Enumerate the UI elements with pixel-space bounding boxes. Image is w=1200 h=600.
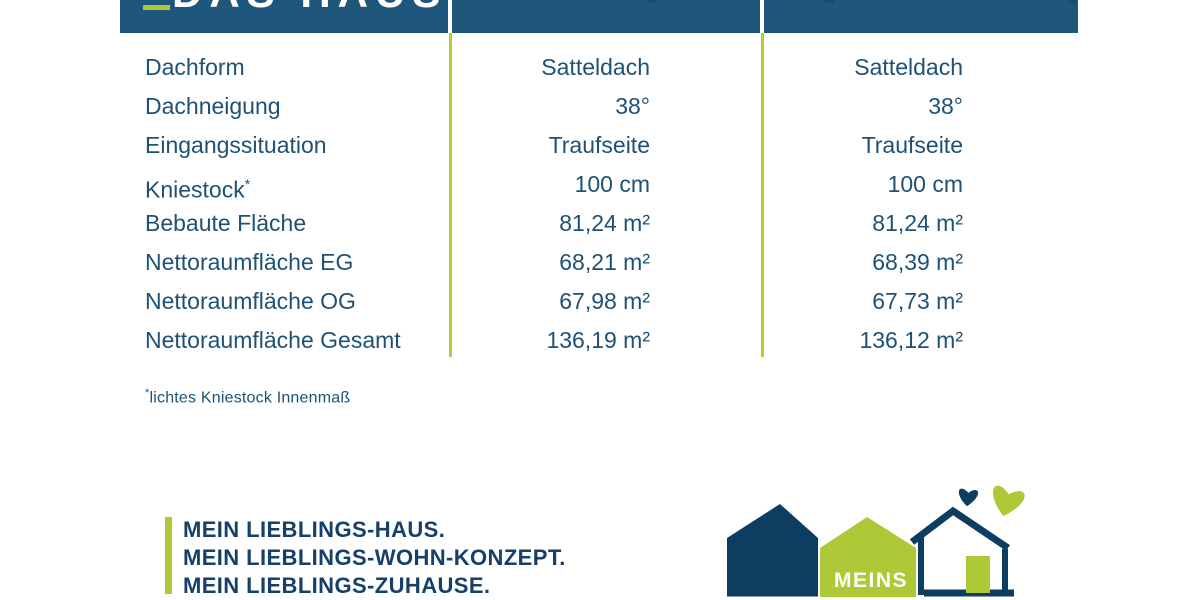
row-label: Nettoraumfläche EG bbox=[145, 249, 354, 275]
row-label: Eingangssituation bbox=[145, 132, 327, 158]
outline-house-roof-icon bbox=[909, 506, 1010, 551]
footnote-marker: * bbox=[244, 176, 251, 192]
row-value-house1: 38° bbox=[615, 93, 650, 119]
table-row: Nettoraumfläche Gesamt 136,19 m² 136,12 … bbox=[120, 321, 1078, 360]
column-header-remnant bbox=[647, 0, 656, 3]
row-label: Nettoraumfläche Gesamt bbox=[145, 327, 401, 353]
row-label: Dachneigung bbox=[145, 93, 281, 119]
spec-table: Dachform Satteldach Satteldach Dachneigu… bbox=[120, 48, 1078, 360]
row-value-house1: Traufseite bbox=[548, 132, 650, 158]
slogan: MEIN LIEBLINGS-HAUS. MEIN LIEBLINGS-WOHN… bbox=[183, 516, 566, 600]
row-value-house2: 81,24 m² bbox=[872, 210, 963, 236]
row-value-house2: 38° bbox=[928, 93, 963, 119]
meins-houses-logo: MEINS bbox=[727, 485, 1025, 597]
green-house-icon bbox=[820, 517, 916, 597]
table-row: Nettoraumfläche EG 68,21 m² 68,39 m² bbox=[120, 243, 1078, 282]
column-divider-line bbox=[449, 33, 452, 357]
row-value-house1: 68,21 m² bbox=[559, 249, 650, 275]
navy-house-icon bbox=[727, 504, 818, 597]
row-label-text: Kniestock bbox=[145, 176, 245, 203]
row-value-house1: 100 cm bbox=[574, 171, 650, 197]
table-row: Dachform Satteldach Satteldach bbox=[120, 48, 1078, 87]
table-row: Kniestock* 100 cm 100 cm bbox=[120, 165, 1078, 204]
slogan-accent-bar bbox=[165, 517, 172, 594]
column-header-remnant bbox=[825, 0, 834, 3]
green-heart-icon bbox=[993, 485, 1025, 517]
footnote: *lichtes Kniestock Innenmaß bbox=[145, 387, 350, 407]
row-value-house2: 136,12 m² bbox=[859, 327, 963, 353]
slogan-line: MEIN LIEBLINGS-ZUHAUSE. bbox=[183, 573, 491, 598]
row-label: Kniestock* bbox=[145, 165, 250, 210]
slogan-line: MEIN LIEBLINGS-HAUS. bbox=[183, 517, 446, 542]
footnote-marker: * bbox=[145, 387, 150, 399]
row-label: Bebaute Fläche bbox=[145, 210, 307, 236]
table-row: Dachneigung 38° 38° bbox=[120, 87, 1078, 126]
row-value-house2: Satteldach bbox=[854, 54, 963, 80]
row-value-house2: 68,39 m² bbox=[872, 249, 963, 275]
header-column-divider bbox=[760, 0, 764, 33]
row-label: Dachform bbox=[145, 54, 245, 80]
navy-heart-icon bbox=[958, 488, 979, 507]
row-value-house1: 67,98 m² bbox=[559, 288, 650, 314]
row-value-house2: 100 cm bbox=[887, 171, 963, 197]
brand-underscore-mark bbox=[143, 5, 170, 10]
footnote-text: lichtes Kniestock Innenmaß bbox=[149, 389, 351, 407]
row-value-house1: 81,24 m² bbox=[559, 210, 650, 236]
table-row: Eingangssituation Traufseite Traufseite bbox=[120, 126, 1078, 165]
table-row: Nettoraumfläche OG 67,98 m² 67,73 m² bbox=[120, 282, 1078, 321]
row-value-house2: Traufseite bbox=[861, 132, 963, 158]
row-value-house2: 67,73 m² bbox=[872, 288, 963, 314]
header-column-divider bbox=[448, 0, 452, 33]
row-value-house1: Satteldach bbox=[541, 54, 650, 80]
header-bar: DAS HAUS bbox=[120, 0, 1078, 33]
brand-logo: DAS HAUS bbox=[172, 0, 447, 17]
column-divider-line bbox=[761, 33, 764, 357]
column-header-remnant bbox=[1069, 0, 1077, 3]
meins-label: MEINS bbox=[834, 569, 908, 592]
green-door-icon bbox=[966, 556, 990, 593]
row-value-house1: 136,19 m² bbox=[546, 327, 650, 353]
table-row: Bebaute Fläche 81,24 m² 81,24 m² bbox=[120, 204, 1078, 243]
row-label: Nettoraumfläche OG bbox=[145, 288, 356, 314]
slogan-line: MEIN LIEBLINGS-WOHN-KONZEPT. bbox=[183, 545, 566, 570]
